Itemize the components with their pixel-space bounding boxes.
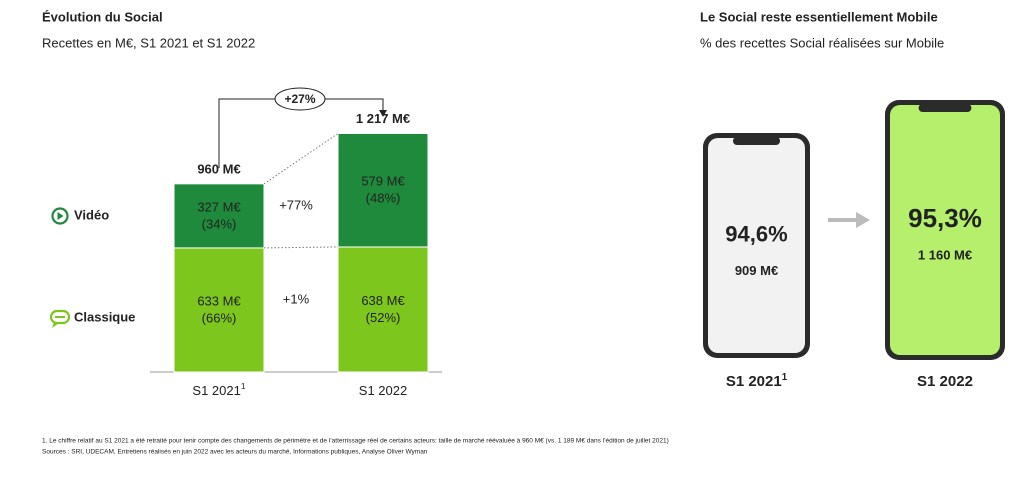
connector — [263, 133, 339, 185]
bar-segment — [173, 247, 265, 373]
category-label: S1 20211 — [726, 372, 788, 390]
category-text: S1 2022 — [917, 373, 973, 390]
arrow-head — [379, 110, 387, 117]
footnote-mark: 1 — [782, 372, 788, 383]
legend-icon — [49, 309, 71, 325]
phone-notch — [918, 104, 972, 112]
connector — [263, 246, 339, 249]
bar-segment — [173, 183, 265, 249]
phone-notch — [732, 137, 781, 145]
footnote: Sources : SRI, UDECAM, Entretiens réalis… — [42, 449, 428, 456]
category-text: S1 2022 — [359, 383, 407, 398]
share-label: (66%) — [202, 310, 237, 325]
category-label: S1 20211 — [192, 381, 245, 398]
legend-icon — [51, 207, 69, 225]
total-label: 1 217 M€ — [356, 111, 410, 126]
mobile-share: 95,3% — [908, 203, 982, 233]
chart-subtitle: Recettes en M€, S1 2021 et S1 2022 — [42, 35, 255, 50]
value-label: 579 M€ — [361, 174, 405, 189]
bar-segment — [337, 246, 429, 373]
growth-label: +1% — [283, 291, 310, 306]
legend-label: Classique — [74, 309, 135, 324]
growth-label: +77% — [279, 197, 313, 212]
legend-icon — [57, 212, 64, 220]
share-label: (48%) — [366, 191, 401, 206]
share-label: (34%) — [202, 216, 237, 231]
legend-icon — [52, 322, 59, 328]
arrow-head — [856, 212, 870, 228]
bar-segment — [337, 132, 429, 248]
share-label: (52%) — [366, 310, 401, 325]
total-growth-label: +27% — [284, 92, 315, 106]
mobile-amount: 1 160 M€ — [918, 247, 972, 262]
mobile-share: 94,6% — [725, 221, 787, 246]
footnote-mark: 1 — [241, 381, 246, 391]
footnote: 1. Le chiffre relatif au S1 2021 a été r… — [42, 438, 669, 445]
value-label: 327 M€ — [197, 199, 241, 214]
category-text: S1 2021 — [192, 383, 240, 398]
category-label: S1 2022 — [917, 373, 973, 390]
phone-screen — [890, 105, 1000, 355]
value-label: 633 M€ — [197, 293, 241, 308]
chart-title: Évolution du Social — [42, 9, 163, 24]
mobile-amount: 909 M€ — [735, 263, 778, 278]
growth-badge — [274, 87, 326, 111]
total-label: 960 M€ — [197, 161, 240, 176]
phone-screen — [708, 138, 805, 353]
category-text: S1 2021 — [726, 373, 782, 390]
chart-subtitle: % des recettes Social réalisées sur Mobi… — [700, 35, 944, 50]
legend-label: Vidéo — [74, 207, 109, 222]
category-label: S1 2022 — [359, 383, 407, 398]
value-label: 638 M€ — [361, 293, 405, 308]
chart-title: Le Social reste essentiellement Mobile — [700, 9, 938, 24]
